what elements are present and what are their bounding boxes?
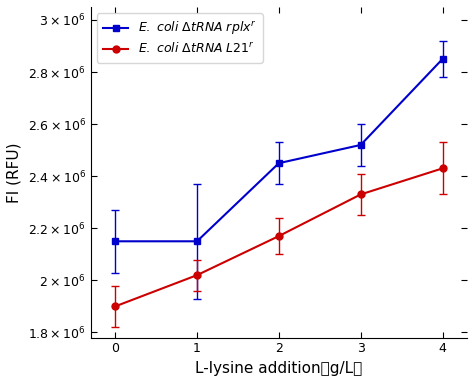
X-axis label: L-lysine addition（g/L）: L-lysine addition（g/L） bbox=[195, 361, 363, 376]
Legend: $E.\ coli\ \Delta tRNA\ rplx^r$, $E.\ coli\ \Delta tRNA\ L21^r$: $E.\ coli\ \Delta tRNA\ rplx^r$, $E.\ co… bbox=[97, 13, 263, 63]
Y-axis label: FI (RFU): FI (RFU) bbox=[7, 142, 22, 203]
